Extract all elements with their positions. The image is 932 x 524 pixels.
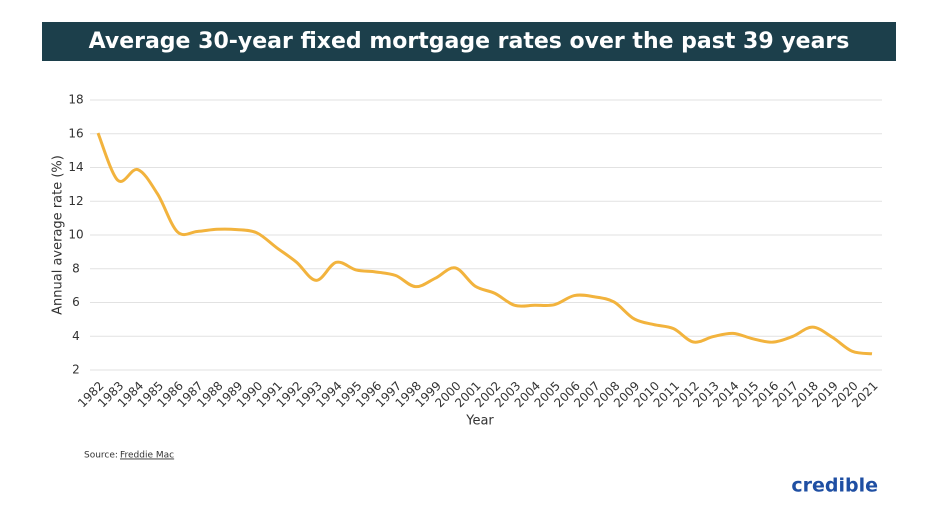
source-link[interactable]: Freddie Mac [120,451,174,461]
title-banner [42,22,896,61]
brand-logo: credible [791,475,878,497]
y-tick-label: 2 [72,363,80,377]
y-tick-label: 18 [68,93,83,107]
y-tick-label: 16 [68,126,83,140]
source-prefix: Source: [84,451,118,461]
y-axis-label: Annual average rate (%) [51,155,66,315]
y-tick-label: 10 [68,228,83,242]
x-axis-label: Year [465,414,494,429]
y-tick-label: 12 [68,194,83,208]
y-tick-label: 14 [68,160,83,174]
chart-title: Average 30-year fixed mortgage rates ove… [89,29,850,54]
y-tick-label: 4 [72,329,80,343]
data-line [96,132,873,356]
y-tick-label: 8 [72,261,80,275]
y-tick-label: 6 [72,295,80,309]
